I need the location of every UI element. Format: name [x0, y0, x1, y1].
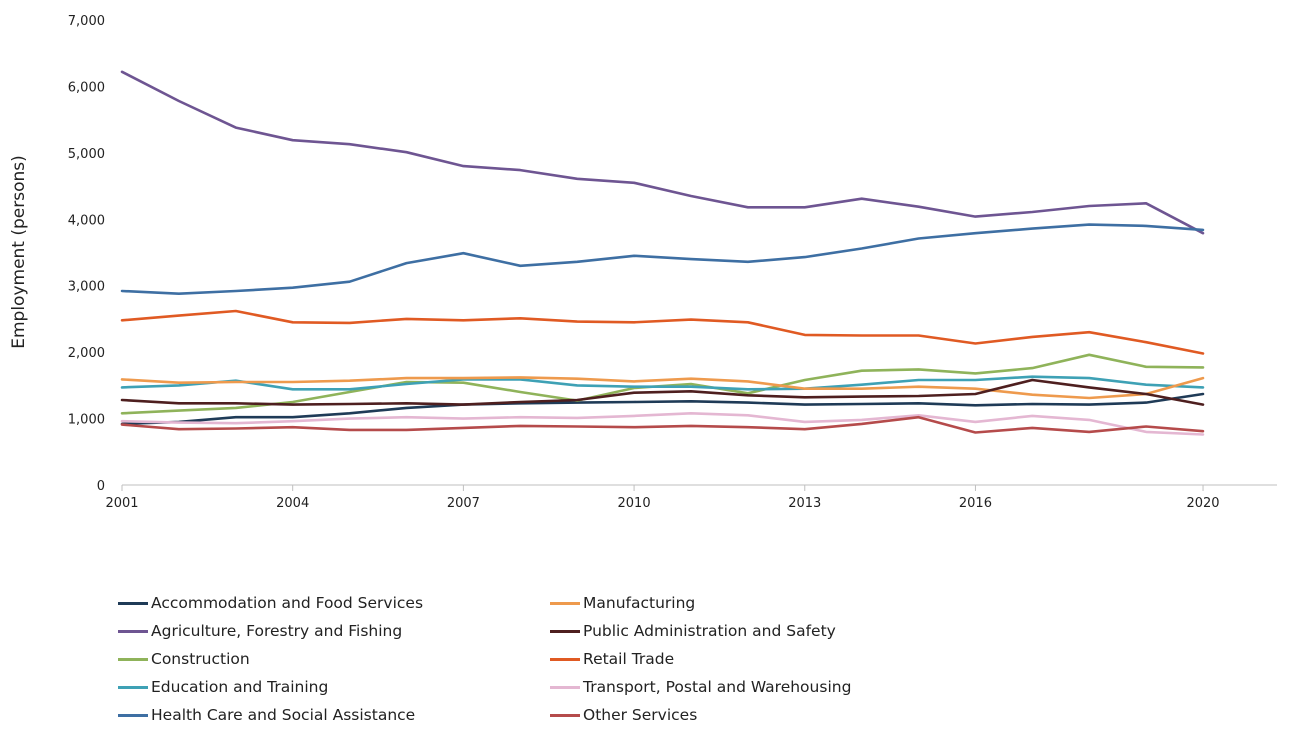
legend-label: Accommodation and Food Services	[151, 594, 424, 612]
legend-label: Public Administration and Safety	[583, 622, 836, 640]
series-lines	[120, 70, 1205, 436]
legend-swatch	[550, 629, 580, 633]
series-line-other-services	[120, 415, 1205, 434]
y-tick-label: 7,000	[68, 14, 105, 29]
legend-item: Education and Training	[118, 675, 550, 699]
y-tick-label: 3,000	[68, 280, 105, 295]
legend-item: Agriculture, Forestry and Fishing	[118, 619, 550, 643]
y-tick-label: 1,000	[68, 413, 105, 428]
x-axis-ticks: 2001 2004 2007 2010 2013 2016 2020	[105, 485, 1220, 511]
legend-swatch	[118, 601, 148, 605]
y-tick-label: 2,000	[68, 346, 105, 361]
y-tick-label: 4,000	[68, 213, 105, 228]
legend-swatch	[550, 685, 580, 689]
legend-label: Manufacturing	[583, 594, 696, 612]
legend-item: Retail Trade	[550, 647, 970, 671]
legend-swatch	[118, 685, 148, 689]
series-line-manufacturing	[120, 376, 1205, 400]
y-tick-label: 5,000	[68, 147, 105, 162]
x-tick-label: 2020	[1186, 496, 1219, 511]
x-tick-label: 2013	[788, 496, 821, 511]
series-line-accommodation-and-food-services	[120, 392, 1205, 426]
legend-item: Public Administration and Safety	[550, 619, 970, 643]
series-line-retail-trade	[120, 309, 1205, 355]
x-tick-label: 2007	[447, 496, 480, 511]
y-tick-label: 6,000	[68, 80, 105, 95]
y-axis-ticks: 0 1,000 2,000 3,000 4,000 5,000 6,000 7,000	[68, 14, 105, 494]
y-tick-label: 0	[97, 479, 105, 494]
y-axis-label: Employment (persons)	[9, 155, 29, 349]
y-axis-title: Employment (persons)	[9, 155, 29, 349]
legend-item: Manufacturing	[550, 591, 970, 615]
legend-item: Accommodation and Food Services	[118, 591, 550, 615]
legend-swatch	[118, 657, 148, 661]
legend-label: Construction	[151, 650, 250, 668]
x-tick-label: 2004	[276, 496, 309, 511]
series-line-health-care-and-social-assistance	[120, 223, 1205, 296]
legend-item: Health Care and Social Assistance	[118, 703, 550, 727]
x-tick-label: 2001	[105, 496, 138, 511]
legend-label: Agriculture, Forestry and Fishing	[151, 622, 403, 640]
legend-label: Other Services	[583, 706, 698, 724]
x-tick-label: 2016	[959, 496, 992, 511]
line-chart: Employment (persons) 0 1,000 2,000 3,000 4,0…	[9, 14, 1277, 511]
legend-swatch	[550, 713, 580, 717]
series-line-agriculture-forestry-and-fishing	[120, 70, 1205, 235]
legend-swatch	[118, 713, 148, 717]
series-line-transport-postal-and-warehousing	[120, 411, 1205, 436]
series-line-public-administration-and-safety	[120, 378, 1205, 406]
legend: Accommodation and Food Services Manufactu…	[118, 591, 1018, 727]
legend-item: Construction	[118, 647, 550, 671]
legend-item: Transport, Postal and Warehousing	[550, 675, 970, 699]
legend-swatch	[118, 629, 148, 633]
legend-label: Transport, Postal and Warehousing	[583, 678, 852, 696]
legend-label: Health Care and Social Assistance	[151, 706, 416, 724]
legend-swatch	[550, 601, 580, 605]
x-tick-label: 2010	[618, 496, 651, 511]
legend-item: Other Services	[550, 703, 970, 727]
legend-label: Education and Training	[151, 678, 329, 696]
legend-swatch	[550, 657, 580, 661]
series-line-education-and-training	[120, 375, 1205, 391]
legend-label: Retail Trade	[583, 650, 675, 668]
